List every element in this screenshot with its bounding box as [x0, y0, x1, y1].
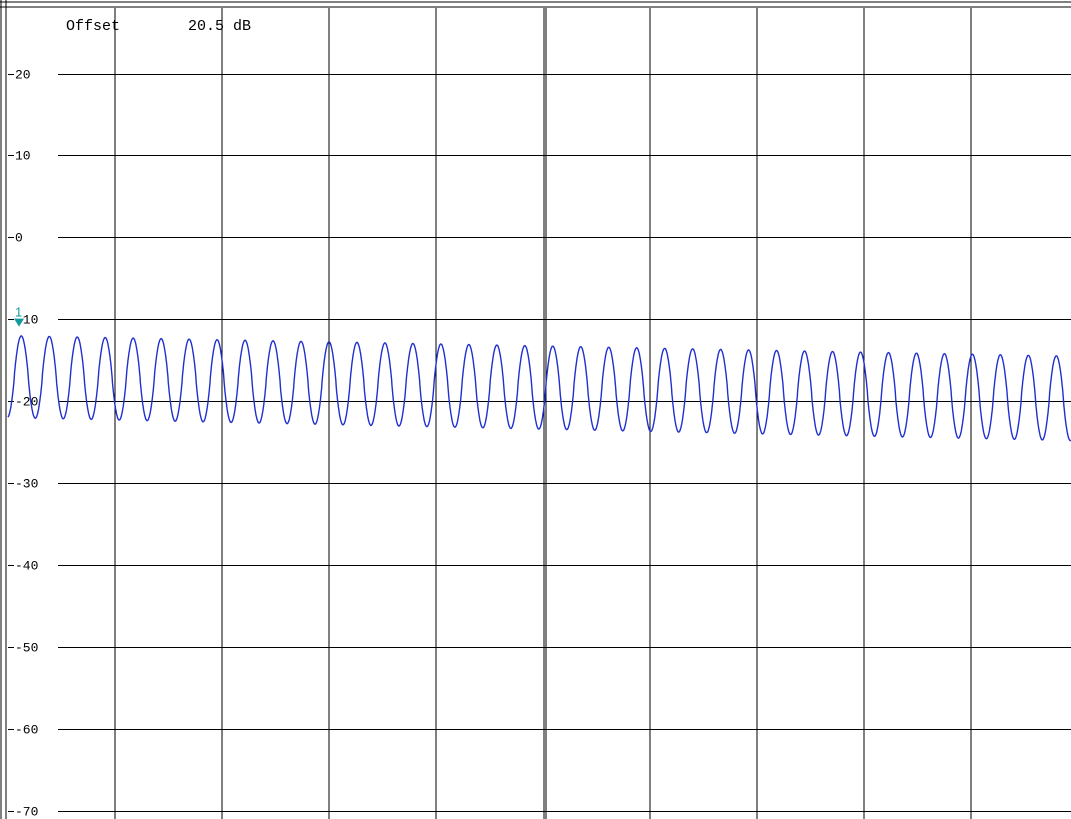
ytick-label: -50: [15, 641, 38, 656]
ytick-label: -30: [15, 477, 38, 492]
marker-1-label: 1: [15, 305, 22, 320]
offset-value: 20.5 dB: [188, 18, 251, 35]
ytick-label: 20: [15, 68, 31, 83]
offset-label: Offset: [66, 18, 120, 35]
ytick-label: 10: [15, 149, 31, 164]
trace-layer: [7, 335, 1071, 442]
y-axis-ticks: 20 10 0 -10 -20 -30 -40 -50 -60 -70: [15, 68, 38, 819]
ytick-label: -20: [15, 395, 38, 410]
ytick-label: -70: [15, 805, 38, 819]
ytick-label: -60: [15, 723, 38, 738]
marker-1-triangle: [14, 318, 24, 327]
trace-line: [7, 335, 1071, 442]
ytick-label: -40: [15, 559, 38, 574]
ytick-label: 0: [15, 231, 23, 246]
marker-layer: 1: [14, 305, 24, 327]
ytick-label: -10: [15, 313, 38, 328]
